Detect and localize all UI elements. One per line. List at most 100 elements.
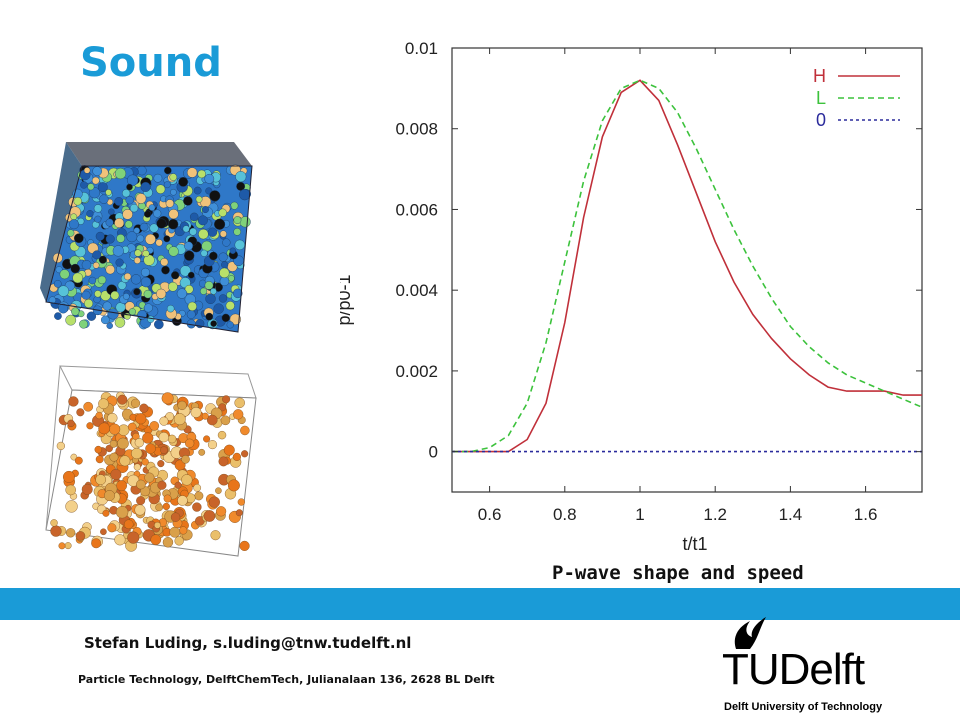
plot-frame bbox=[451, 47, 923, 493]
author-line: Stefan Luding, s.luding@tnw.tudelft.nl bbox=[84, 634, 412, 652]
particle-dot bbox=[135, 193, 147, 204]
particle-dot bbox=[115, 258, 124, 267]
particle-dot bbox=[174, 481, 182, 489]
particle-dot bbox=[50, 519, 58, 527]
particle-dot bbox=[81, 483, 93, 495]
particle-dot bbox=[99, 194, 109, 204]
particle-dot bbox=[124, 220, 133, 229]
particle-dot bbox=[215, 506, 227, 517]
particle-dot bbox=[154, 319, 164, 330]
particle-dot bbox=[107, 523, 117, 533]
particle-dot bbox=[149, 421, 160, 431]
particle-dot bbox=[137, 165, 147, 176]
particle-dot bbox=[71, 307, 80, 316]
particle-dot bbox=[233, 228, 241, 236]
particle-dot bbox=[156, 288, 167, 299]
particle-dot bbox=[95, 474, 107, 485]
particle-dot bbox=[207, 227, 218, 237]
particle-dot bbox=[65, 314, 77, 326]
particle-dot bbox=[219, 230, 227, 238]
particle-dot bbox=[83, 167, 91, 174]
particle-dot bbox=[130, 398, 141, 408]
particle-dot bbox=[74, 456, 83, 465]
particle-dot bbox=[190, 406, 202, 418]
particle-dot bbox=[145, 233, 156, 245]
particle-dot bbox=[106, 322, 113, 330]
x-axis-label: t/t1 bbox=[682, 534, 707, 554]
particle-dot bbox=[229, 247, 236, 255]
particle-dot bbox=[142, 432, 154, 444]
particle-dot bbox=[127, 422, 137, 432]
particle-dot bbox=[140, 276, 152, 288]
particle-dot bbox=[141, 458, 149, 466]
particle-dot bbox=[133, 288, 141, 296]
particle-dot bbox=[221, 261, 229, 269]
particle-dot bbox=[93, 204, 103, 213]
particle-dot bbox=[56, 441, 65, 451]
particle-dot bbox=[97, 182, 108, 193]
particle-dot bbox=[193, 483, 202, 492]
address-line: Particle Technology, DelftChemTech, Juli… bbox=[78, 673, 495, 686]
particle-dot bbox=[207, 440, 218, 450]
particle-dot bbox=[68, 396, 79, 407]
particle-dot bbox=[160, 258, 169, 267]
particle-dot bbox=[143, 303, 153, 313]
particle-dot bbox=[150, 534, 162, 546]
particle-dot bbox=[174, 536, 184, 546]
particle-dot bbox=[92, 261, 100, 269]
particle-dot bbox=[67, 229, 75, 237]
particle-dot bbox=[115, 506, 129, 519]
particle-dot bbox=[173, 413, 186, 426]
particle-dot bbox=[168, 246, 179, 257]
particle-dot bbox=[192, 502, 202, 512]
particle-dot bbox=[197, 169, 206, 179]
particle-dot bbox=[239, 189, 251, 201]
particle-dot bbox=[170, 188, 177, 196]
particle-dot bbox=[161, 265, 170, 275]
particle-dot bbox=[144, 472, 155, 483]
particle-dot bbox=[76, 408, 85, 417]
particle-dot bbox=[153, 209, 162, 218]
logo-brand-text: TUDelft bbox=[722, 645, 865, 694]
particle-dot bbox=[159, 416, 169, 426]
sparse-packing-cube-image bbox=[45, 365, 257, 557]
particle-dot bbox=[235, 509, 243, 517]
particle-dot bbox=[171, 271, 180, 280]
particle-dot bbox=[227, 479, 240, 492]
particle-dot bbox=[186, 167, 198, 178]
particle-dot bbox=[130, 274, 142, 285]
particle-dot bbox=[75, 531, 86, 541]
particle-dot bbox=[114, 534, 126, 546]
particle-dot bbox=[54, 312, 62, 320]
particle-dot bbox=[149, 223, 159, 233]
particle-dot bbox=[102, 509, 110, 517]
particle-dot bbox=[220, 415, 231, 426]
particle-dot bbox=[92, 250, 102, 260]
particle-dot bbox=[65, 484, 76, 496]
particle-dot bbox=[178, 177, 189, 187]
particle-dot bbox=[147, 315, 155, 323]
particle-dot bbox=[239, 216, 251, 228]
particle-dot bbox=[110, 290, 120, 300]
x-tick-label: 1.2 bbox=[703, 505, 727, 524]
particle-dot bbox=[181, 474, 193, 486]
particle-dot bbox=[116, 480, 127, 492]
particle-dot bbox=[221, 313, 230, 323]
particle-dot bbox=[168, 281, 178, 292]
particle-dot bbox=[133, 227, 140, 234]
particle-dot bbox=[205, 293, 216, 304]
particle-dot bbox=[94, 215, 102, 223]
particle-dot bbox=[123, 272, 132, 281]
particle-dot bbox=[72, 272, 84, 284]
particle-dot bbox=[91, 176, 100, 185]
particle-dot bbox=[109, 452, 119, 462]
particle-dot bbox=[234, 239, 245, 251]
particle-dot bbox=[100, 315, 110, 325]
particle-dot bbox=[240, 425, 250, 436]
particle-dot bbox=[185, 438, 195, 448]
particle-dot bbox=[177, 495, 188, 506]
particle-dot bbox=[73, 197, 82, 206]
particle-dot bbox=[161, 392, 174, 405]
particle-dot bbox=[165, 199, 174, 208]
legend-label: 0 bbox=[816, 110, 826, 130]
